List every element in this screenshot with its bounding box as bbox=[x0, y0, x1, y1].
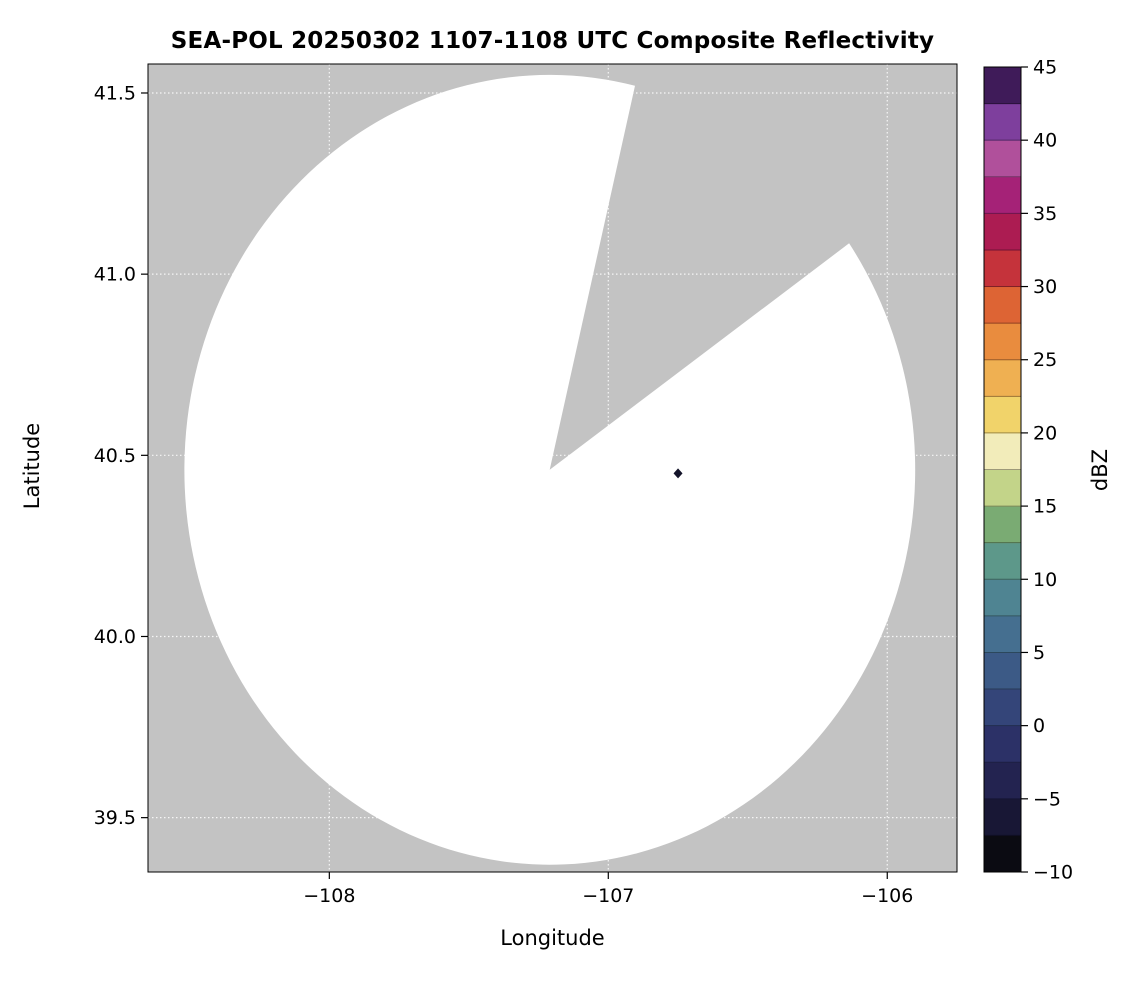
radar-coverage-area bbox=[184, 74, 916, 865]
y-tick-label: 41.5 bbox=[94, 82, 136, 104]
colorbar-segment bbox=[984, 396, 1021, 434]
colorbar-border bbox=[983, 66, 1022, 873]
x-tick-label: −108 bbox=[303, 885, 355, 907]
colorbar-segment bbox=[984, 359, 1021, 397]
colorbar-tick-label: 40 bbox=[1033, 130, 1057, 152]
colorbar-segment bbox=[984, 762, 1021, 800]
colorbar-tick-label: 0 bbox=[1033, 715, 1045, 737]
x-tick-label: −106 bbox=[861, 885, 913, 907]
colorbar-segment bbox=[984, 689, 1021, 727]
colorbar-segment bbox=[984, 286, 1021, 324]
colorbar-tick-label: −5 bbox=[1033, 788, 1061, 810]
colorbar-tick-label: 25 bbox=[1033, 349, 1057, 371]
colorbar-tick-label: 15 bbox=[1033, 496, 1057, 518]
colorbar-segment bbox=[984, 176, 1021, 214]
colorbar-tick-label: 5 bbox=[1033, 642, 1045, 664]
colorbar-segment bbox=[984, 103, 1021, 141]
colorbar-segment bbox=[984, 615, 1021, 653]
x-axis-label: Longitude bbox=[500, 926, 605, 950]
colorbar-segment bbox=[984, 249, 1021, 288]
chart-title: SEA-POL 20250302 1107-1108 UTC Composite… bbox=[170, 28, 935, 54]
colorbar-tick-label: 20 bbox=[1033, 422, 1057, 444]
plot-border bbox=[147, 63, 958, 873]
colorbar-segment bbox=[984, 67, 1021, 105]
colorbar-segment bbox=[984, 432, 1021, 470]
colorbar-tick-label: 10 bbox=[1033, 569, 1057, 591]
y-tick-label: 39.5 bbox=[94, 807, 136, 829]
colorbar-segment bbox=[984, 323, 1021, 361]
colorbar-segment bbox=[984, 469, 1021, 507]
colorbar-tick-label: 30 bbox=[1033, 276, 1057, 298]
y-tick-label: 40.5 bbox=[94, 445, 136, 467]
y-tick-label: 41.0 bbox=[94, 264, 136, 286]
colorbar-segment bbox=[984, 140, 1021, 178]
colorbar-segment bbox=[984, 213, 1021, 251]
colorbar-segment bbox=[984, 725, 1021, 763]
echo-marker bbox=[673, 468, 683, 479]
colorbar-segment bbox=[984, 652, 1021, 690]
colorbar-segment bbox=[984, 542, 1021, 580]
colorbar-tick-label: 35 bbox=[1033, 203, 1057, 225]
x-tick-label: −107 bbox=[582, 885, 634, 907]
colorbar-tick-label: 45 bbox=[1033, 57, 1057, 79]
colorbar-segment bbox=[984, 506, 1021, 544]
colorbar-segment bbox=[984, 835, 1021, 873]
colorbar-tick-label: −10 bbox=[1033, 862, 1073, 884]
colorbar-segment bbox=[984, 579, 1021, 617]
colorbar-segment bbox=[984, 798, 1021, 836]
y-tick-label: 40.0 bbox=[94, 626, 136, 648]
